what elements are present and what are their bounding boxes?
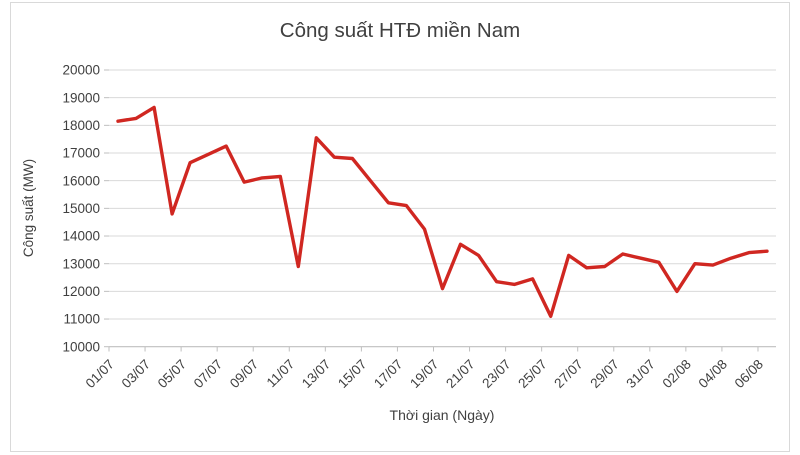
series-line [116, 105, 769, 318]
x-tick-label: 03/07 [119, 357, 154, 392]
y-tick-label: 17000 [62, 146, 100, 161]
y-tick-label: 19000 [62, 90, 100, 105]
x-tick-label: 11/07 [264, 357, 298, 391]
x-tick-label: 06/08 [732, 357, 767, 392]
x-tick-label: 27/07 [551, 357, 586, 392]
x-axis-title: Thời gian (Ngày) [390, 407, 495, 423]
x-tick-label: 29/07 [587, 357, 622, 392]
y-axis-labels: 10000 11000 12000 13000 14000 15000 16000 17000… [62, 63, 100, 355]
y-tick-label: 20000 [62, 63, 100, 78]
x-axis-ticks [108, 346, 759, 352]
y-axis-title: Công suất (MW) [21, 159, 36, 257]
y-tick-label: 18000 [62, 118, 100, 133]
x-tick-label: 05/07 [155, 357, 190, 392]
x-tick-label: 13/07 [299, 357, 334, 392]
y-tick-label: 10000 [62, 339, 100, 354]
x-tick-label: 01/07 [83, 357, 118, 392]
x-tick-label: 09/07 [227, 357, 262, 392]
x-axis-labels: 01/07 03/07 05/07 07/07 09/07 11/07 13/07 15/07… [83, 357, 766, 392]
y-tick-label: 11000 [63, 312, 100, 327]
x-tick-label: 25/07 [515, 357, 550, 392]
y-tick-label: 12000 [62, 284, 100, 299]
x-tick-label: 04/08 [696, 357, 731, 392]
x-tick-label: 31/07 [623, 357, 658, 392]
y-tick-label: 16000 [62, 173, 100, 188]
x-tick-label: 15/07 [335, 357, 370, 392]
x-tick-label: 19/07 [407, 357, 442, 392]
y-axis-ticks [104, 69, 109, 348]
x-tick-label: 07/07 [191, 357, 226, 392]
gridlines [109, 69, 776, 320]
x-tick-label: 02/08 [659, 357, 694, 392]
x-tick-label: 21/07 [443, 357, 478, 392]
y-tick-label: 14000 [62, 229, 100, 244]
chart-title: Công suất HTĐ miền Nam [280, 19, 520, 42]
x-tick-label: 23/07 [479, 357, 514, 392]
x-tick-label: 17/07 [371, 357, 406, 392]
y-tick-label: 15000 [62, 201, 100, 216]
y-tick-label: 13000 [62, 256, 100, 271]
chart-border [10, 2, 790, 452]
